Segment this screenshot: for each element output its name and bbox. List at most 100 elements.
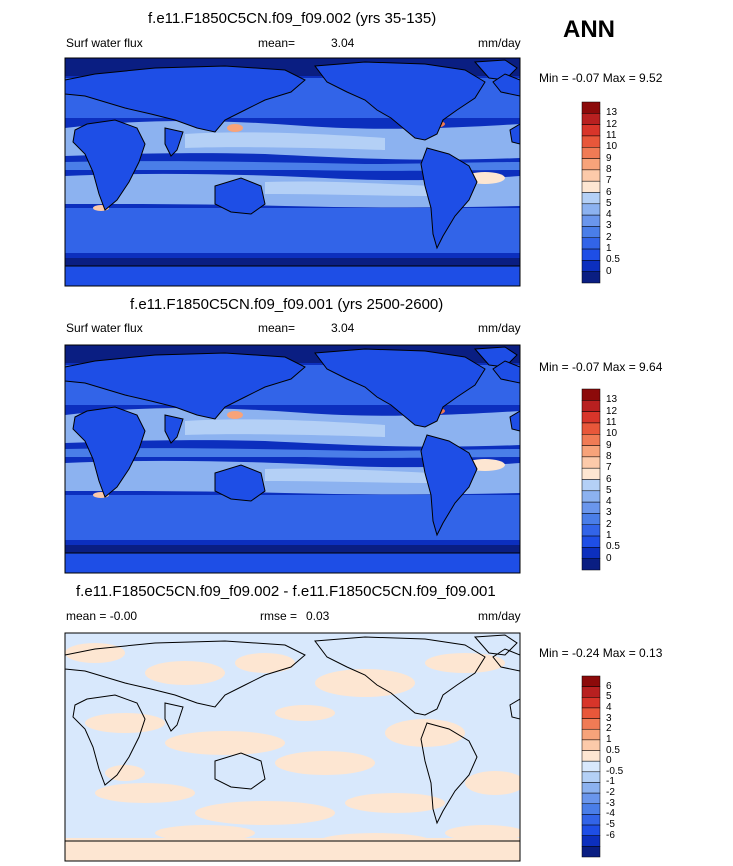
- colorbar-swatch: [581, 411, 601, 424]
- panel-2-minmax: Min = -0.07 Max = 9.64: [539, 360, 663, 374]
- colorbar-swatch: [581, 158, 601, 171]
- continent-in: [164, 127, 184, 157]
- continent-outline-gl: [473, 634, 518, 656]
- continent-af: [72, 119, 146, 211]
- colorbar-2-tick-label: 10: [606, 428, 618, 440]
- panel-1-mean-label: mean=: [258, 36, 296, 50]
- colorbar-swatch: [581, 422, 601, 435]
- panel-3-title: f.e11.F1850C5CN.f09_f09.002 - f.e11.F185…: [76, 583, 496, 600]
- panel-1-minmax: Min = -0.07 Max = 9.52: [539, 71, 663, 85]
- map-panel-1: [65, 58, 520, 286]
- continent-eu2: [492, 73, 520, 97]
- panel-2-units: mm/day: [478, 321, 521, 335]
- colorbar-swatch: [581, 192, 601, 205]
- colorbar-swatch: [581, 760, 601, 773]
- positive-diff-patch: [85, 713, 165, 733]
- map-panel-2: [65, 345, 520, 573]
- colorbar-2-tick-label: 2: [606, 518, 612, 530]
- panel-1-mean-value: 3.04: [331, 36, 355, 50]
- continent-eu: [65, 65, 306, 133]
- continent-outline-eu: [65, 640, 306, 708]
- colorbar-swatch: [581, 803, 601, 815]
- subtropic-core-south: [265, 181, 435, 196]
- map-frame-2: [64, 344, 521, 574]
- colorbar-2-tick-label: 3: [606, 507, 612, 519]
- continent-outline-au: [214, 752, 266, 790]
- panel-2-mean-label: mean=: [258, 321, 296, 335]
- colorbar-1-tick-label: 1: [606, 243, 612, 255]
- colorbar-swatch: [581, 456, 601, 469]
- colorbar-swatch: [581, 445, 601, 458]
- continent-in: [164, 414, 184, 444]
- diff-antarctic-band: [65, 838, 520, 861]
- colorbar-swatch: [581, 434, 601, 446]
- colorbar-1-tick-label: 6: [606, 186, 612, 198]
- colorbar-2: [581, 388, 601, 571]
- colorbar-swatch: [581, 524, 601, 537]
- colorbar-swatch: [581, 739, 601, 751]
- colorbar-2-tick-label: 12: [606, 405, 618, 417]
- colorbar-swatch: [581, 147, 601, 159]
- continent-au: [214, 464, 266, 502]
- positive-diff-patch: [235, 653, 295, 673]
- colorbar-3-tick-label: 4: [606, 701, 612, 713]
- colorbar-swatch: [581, 547, 601, 559]
- map-frame-1: [64, 57, 521, 287]
- kuroshio-hotspot: [227, 124, 243, 132]
- colorbar-2-tick-label: 11: [606, 416, 617, 428]
- colorbar-3-tick-label: 0.5: [606, 744, 620, 756]
- colorbar-3-tick-label: 6: [606, 680, 612, 692]
- colorbar-3-tick-label: 3: [606, 712, 612, 724]
- colorbar-1-tick-label: 10: [606, 141, 618, 153]
- colorbar-1-tick-label: 0: [606, 265, 612, 277]
- colorbar-swatch: [581, 135, 601, 148]
- colorbar-swatch: [581, 686, 601, 698]
- subtropic-core-south: [265, 468, 435, 483]
- continent-eu: [65, 352, 306, 420]
- continent-outline-eu2: [492, 648, 520, 672]
- colorbar-swatch: [581, 750, 601, 762]
- colorbar-1: [581, 101, 601, 284]
- colorbar-swatch: [581, 479, 601, 492]
- colorbar-swatch: [581, 513, 601, 525]
- colorbar-swatch: [581, 835, 601, 847]
- panel-3-mean-label: mean = -0.00: [66, 609, 138, 623]
- colorbar-1-tick-label: 2: [606, 231, 612, 243]
- colorbar-swatch: [581, 214, 601, 227]
- season-label: ANN: [563, 16, 615, 43]
- colorbar-swatch: [581, 718, 601, 730]
- panel-2-variable-label: Surf water flux: [66, 321, 143, 335]
- colorbar-swatch: [581, 113, 601, 125]
- continent-af2: [509, 123, 520, 145]
- itcz-band: [65, 161, 520, 171]
- kuroshio-hotspot: [227, 411, 243, 419]
- panel-2-mean-value: 3.04: [331, 321, 355, 335]
- colorbar-2-tick-label: 4: [606, 496, 612, 508]
- colorbar-1-tick-label: 13: [606, 107, 618, 119]
- colorbar-swatch: [581, 467, 601, 480]
- colorbar-swatch: [581, 203, 601, 216]
- positive-diff-patch: [275, 751, 375, 775]
- colorbar-2-tick-label: 9: [606, 439, 612, 451]
- colorbar-1-tick-label: 4: [606, 209, 612, 221]
- colorbar-3-tick-label: -4: [606, 808, 615, 820]
- colorbar-1-tick-label: 7: [606, 175, 612, 187]
- colorbar-3-tick-label: -0.5: [606, 765, 624, 777]
- panel-3-units: mm/day: [478, 609, 521, 623]
- continent-na: [314, 61, 486, 141]
- positive-diff-patch: [165, 731, 285, 755]
- continent-eu2: [492, 360, 520, 384]
- colorbar-1-tick-label: 9: [606, 152, 612, 164]
- colorbar-swatch: [581, 728, 601, 741]
- positive-diff-patch: [345, 793, 445, 813]
- colorbar-3-tick-label: 1: [606, 733, 612, 745]
- colorbar-3-tick-label: -5: [606, 819, 615, 831]
- colorbar-3-tick-label: -3: [606, 797, 615, 809]
- panel-3-minmax: Min = -0.24 Max = 0.13: [539, 646, 663, 660]
- colorbar-swatch: [581, 490, 601, 503]
- colorbar-1-tick-label: 8: [606, 163, 612, 175]
- subtropic-core-north: [185, 132, 385, 150]
- panel-1-variable-label: Surf water flux: [66, 36, 143, 50]
- colorbar-swatch: [581, 124, 601, 137]
- panel-1-title: f.e11.F1850C5CN.f09_f09.002 (yrs 35-135): [148, 10, 437, 27]
